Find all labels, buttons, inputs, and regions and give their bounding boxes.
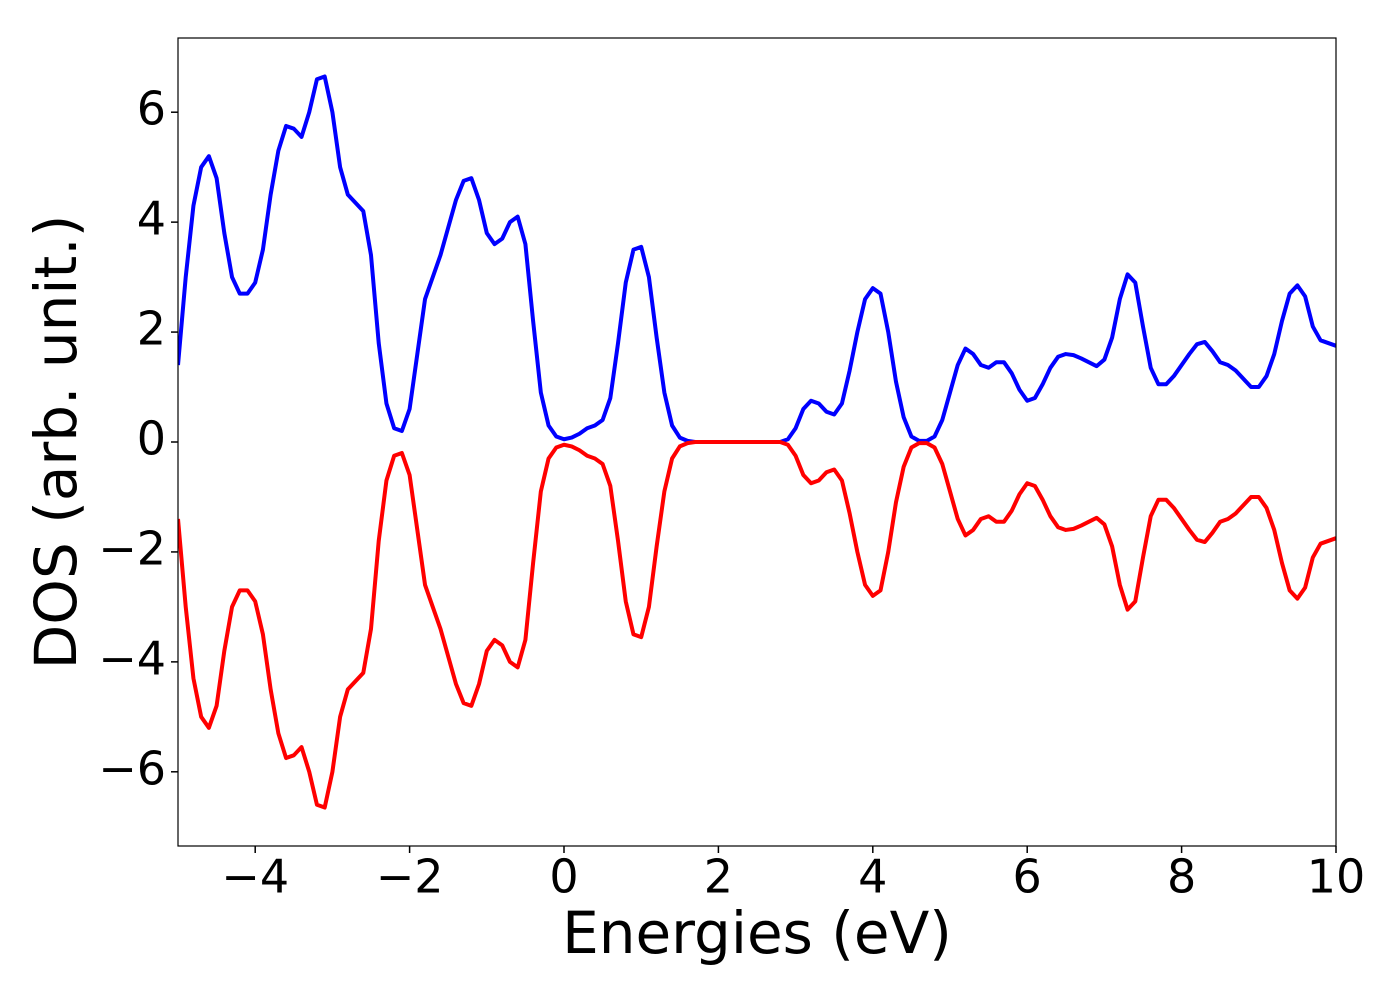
y-tick-label: −2	[98, 521, 166, 575]
series-line	[178, 440, 1336, 810]
y-tick-label: 6	[137, 82, 166, 136]
y-tick-label: −4	[98, 631, 166, 685]
series-line	[178, 74, 1336, 444]
x-tick-label: −2	[376, 850, 444, 904]
y-tick-label: 2	[137, 302, 166, 356]
x-axis-label: Energies (eV)	[562, 899, 952, 967]
y-tick-label: −6	[98, 741, 166, 795]
x-tick-label: −4	[221, 850, 289, 904]
y-tick-label: 4	[137, 192, 166, 246]
x-tick-label: 4	[858, 850, 887, 904]
y-axis-label: DOS (arb. unit.)	[22, 215, 90, 670]
x-tick-label: 10	[1307, 850, 1366, 904]
plot-frame	[177, 37, 1337, 847]
x-tick-label: 8	[1167, 850, 1196, 904]
x-tick-label: 0	[549, 850, 578, 904]
y-tick-label: 0	[137, 412, 166, 466]
x-tick-label: 2	[704, 850, 733, 904]
x-tick-label: 6	[1013, 850, 1042, 904]
